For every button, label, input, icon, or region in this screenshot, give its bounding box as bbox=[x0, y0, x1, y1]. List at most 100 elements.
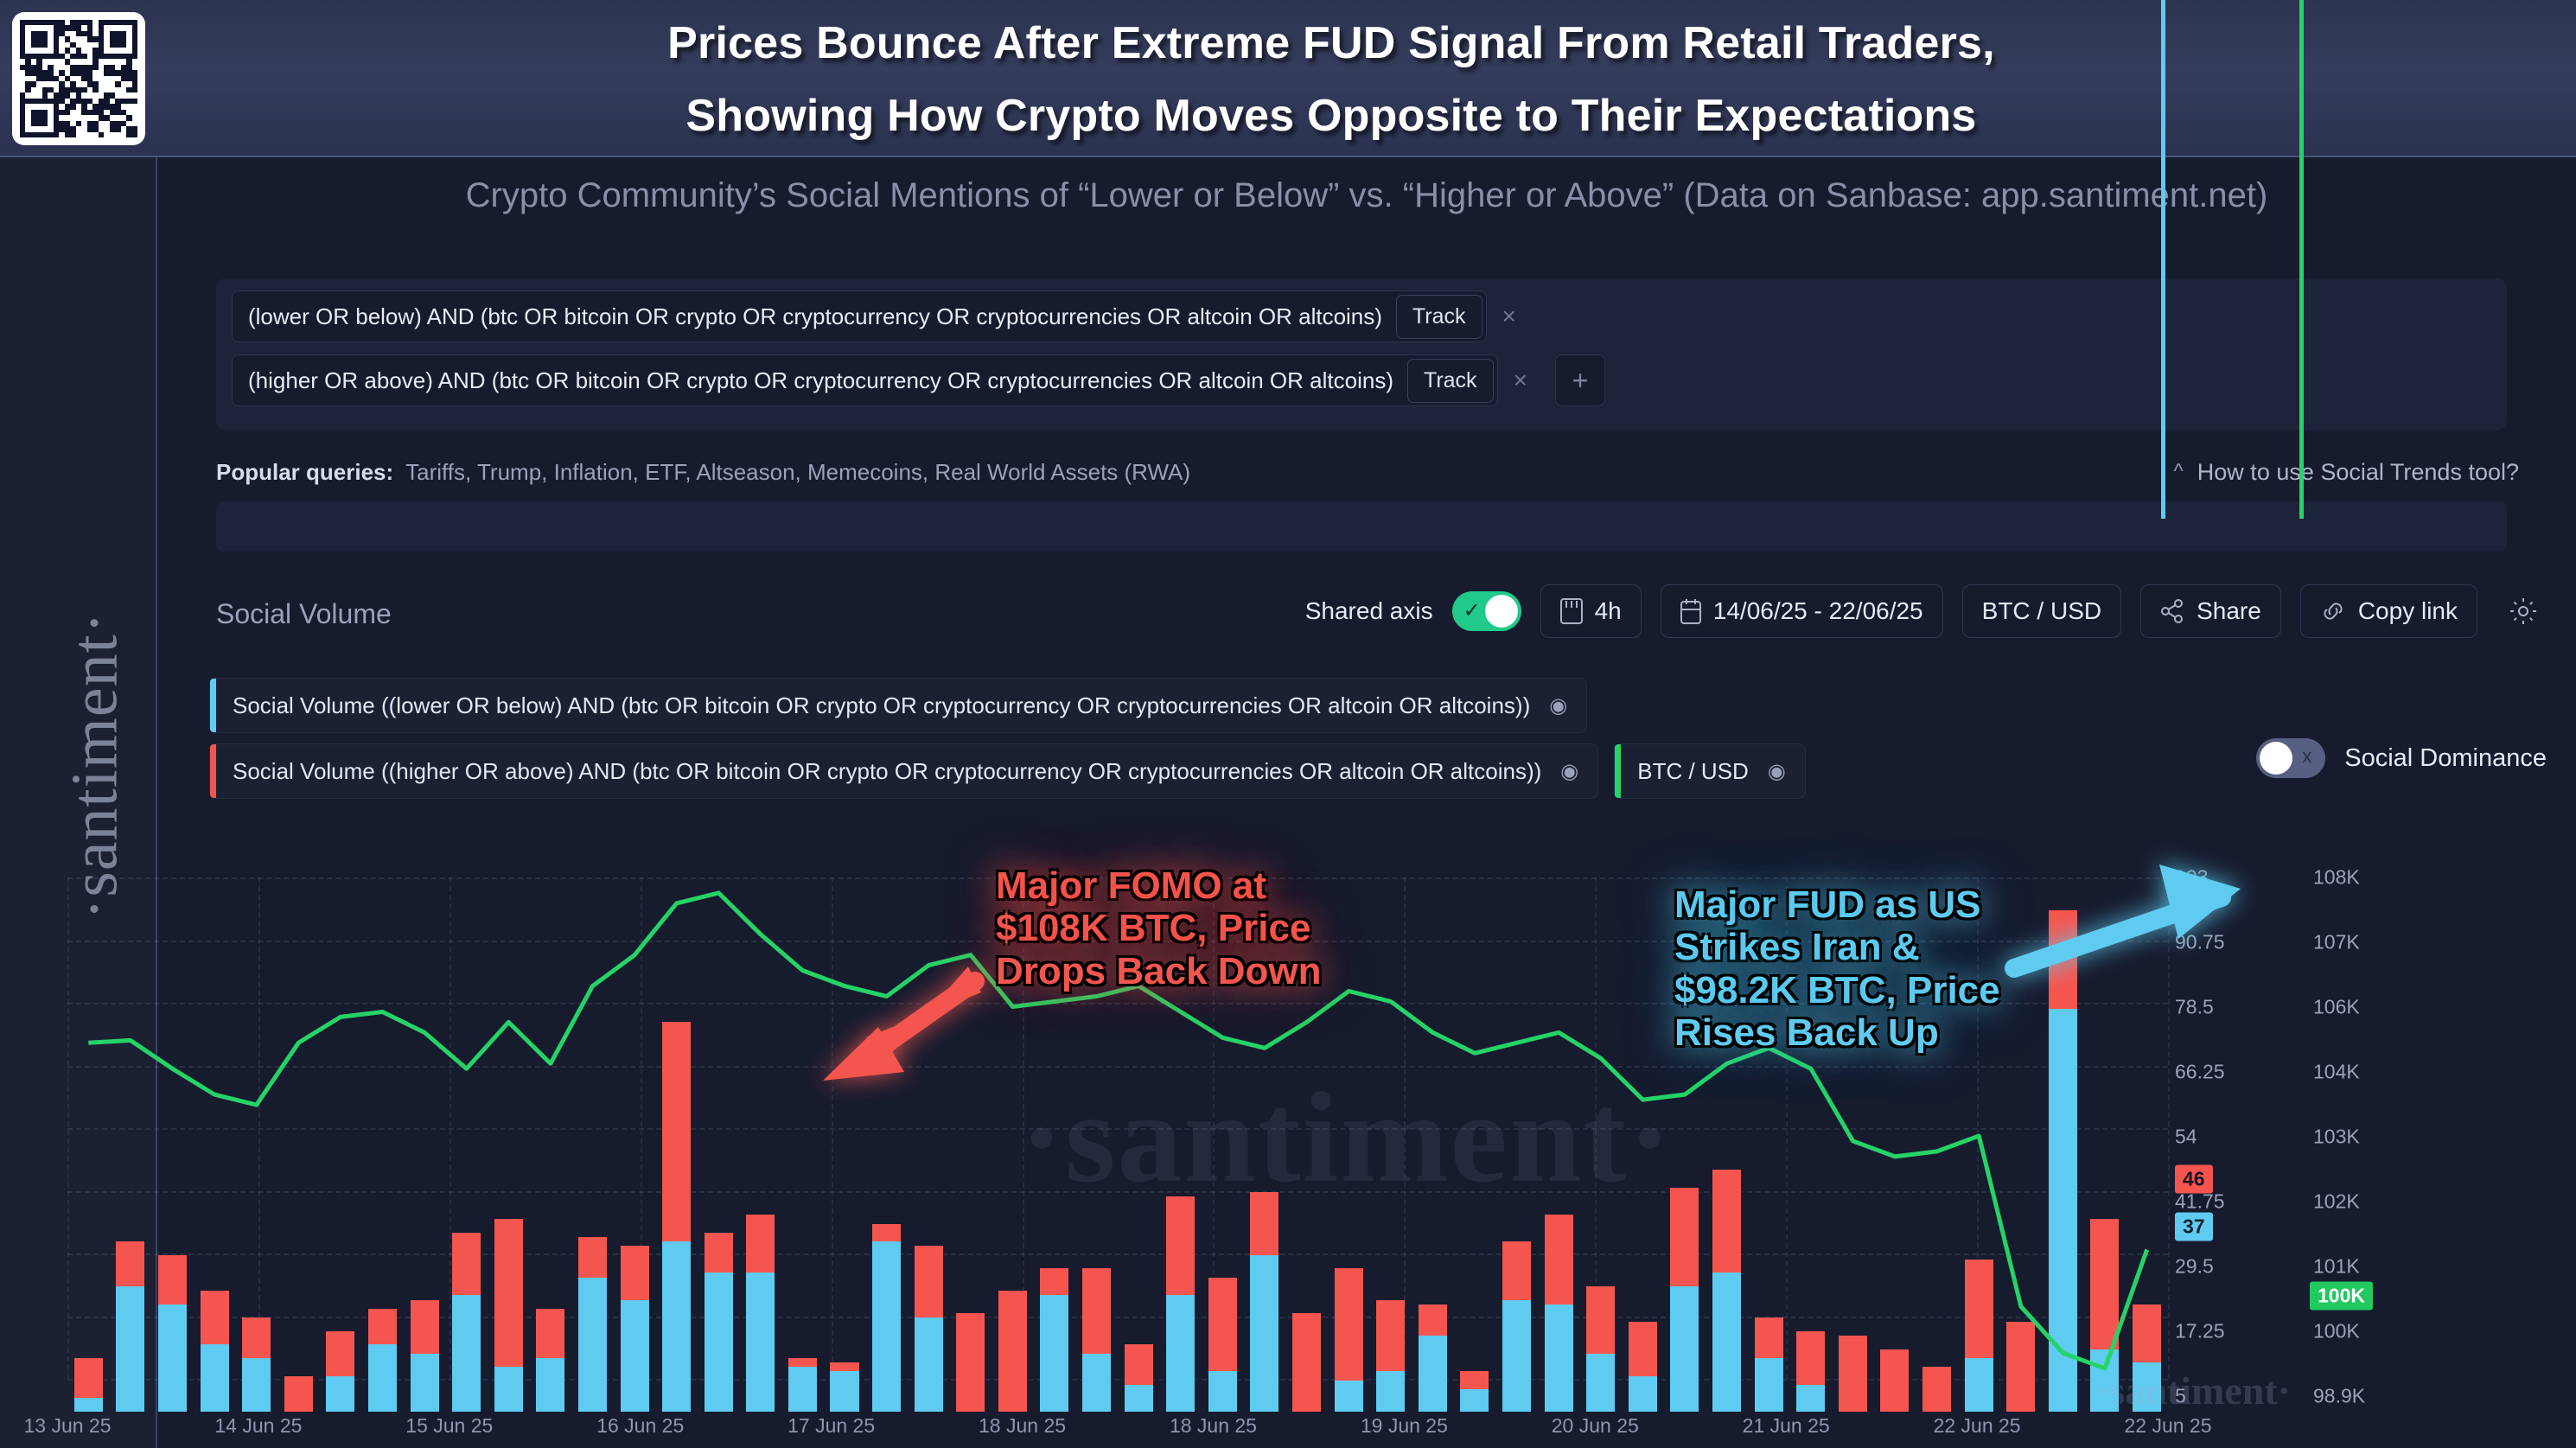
bar-segment-higher bbox=[998, 1291, 1027, 1412]
bar-segment-higher bbox=[1922, 1367, 1951, 1412]
bar-segment-lower bbox=[914, 1317, 943, 1412]
gridline-v bbox=[1404, 877, 1406, 1379]
visibility-eye-icon[interactable]: ◉ bbox=[1549, 693, 1568, 718]
bar-group bbox=[1664, 910, 1706, 1412]
copy-link-label: Copy link bbox=[2357, 597, 2458, 624]
toggle-knob bbox=[2260, 742, 2293, 775]
legend-item-higher[interactable]: Social Volume ((higher OR above) AND (bt… bbox=[209, 743, 1599, 799]
bar-group bbox=[1159, 910, 1202, 1412]
legend-item-price[interactable]: BTC / USD ◉ bbox=[1614, 743, 1806, 799]
chart-plot-area bbox=[67, 877, 2170, 1412]
bar-segment-higher bbox=[1124, 1344, 1153, 1385]
popular-queries-items[interactable]: Tariffs, Trump, Inflation, ETF, Altseaso… bbox=[405, 458, 1191, 485]
track-button-2[interactable]: Track bbox=[1406, 358, 1494, 403]
bar-segment-lower bbox=[1586, 1353, 1616, 1412]
left-axis-tick: 41.75 bbox=[2175, 1190, 2225, 1213]
shared-axis-label: Shared axis bbox=[1304, 597, 1433, 624]
gridline-h bbox=[67, 1316, 2168, 1318]
visibility-eye-icon[interactable]: ◉ bbox=[1767, 759, 1786, 783]
bar-group bbox=[110, 910, 152, 1412]
bar-segment-higher bbox=[1628, 1322, 1657, 1376]
visibility-eye-icon[interactable]: ◉ bbox=[1560, 759, 1579, 783]
legend-row-2: Social Volume ((higher OR above) AND (bt… bbox=[209, 743, 1806, 799]
left-axis-color-bar bbox=[2161, 0, 2165, 519]
gridline-v bbox=[831, 877, 833, 1379]
how-to-link[interactable]: ^ How to use Social Trends tool? bbox=[2174, 453, 2519, 491]
bar-group bbox=[1075, 910, 1118, 1412]
right-axis-color-bar bbox=[2299, 0, 2304, 519]
bar-segment-lower bbox=[577, 1277, 607, 1412]
bar-segment-higher bbox=[1502, 1241, 1531, 1300]
right-axis-tick: 107K bbox=[2313, 930, 2360, 954]
legend-label-lower: Social Volume ((lower OR below) AND (btc… bbox=[233, 692, 1531, 718]
query-card: (lower OR below) AND (btc OR bitcoin OR … bbox=[216, 278, 2507, 431]
left-axis-tick: 78.5 bbox=[2175, 995, 2214, 1018]
remove-query-2-icon[interactable]: × bbox=[1513, 367, 1527, 393]
bar-segment-lower bbox=[1754, 1357, 1783, 1412]
bar-segment-higher bbox=[410, 1299, 439, 1354]
shared-axis-toggle[interactable]: ✓ bbox=[1451, 591, 1521, 631]
copy-link-button[interactable]: Copy link bbox=[2299, 584, 2477, 638]
x-axis-ticks: 13 Jun 25 14 Jun 25 15 Jun 25 16 Jun 25 17 J… bbox=[23, 1414, 2211, 1448]
legend-item-lower[interactable]: Social Volume ((lower OR below) AND (btc… bbox=[209, 678, 1588, 733]
toggle-knob bbox=[1484, 595, 1518, 628]
share-button[interactable]: Share bbox=[2140, 584, 2281, 638]
bar-segment-higher bbox=[704, 1232, 733, 1273]
bar-segment-higher bbox=[116, 1241, 145, 1286]
track-button-1[interactable]: Track bbox=[1395, 294, 1482, 339]
add-query-button[interactable]: + bbox=[1554, 354, 1605, 406]
bar-segment-higher bbox=[1250, 1192, 1279, 1255]
bar-segment-lower bbox=[1040, 1295, 1069, 1412]
gridline-v bbox=[1022, 877, 1024, 1379]
page-subtitle: Crypto Community’s Social Mentions of “L… bbox=[465, 176, 2268, 214]
share-icon bbox=[2160, 599, 2184, 623]
left-axis-tick: 90.75 bbox=[2175, 930, 2225, 954]
left-axis-tick: 5 bbox=[2175, 1384, 2186, 1407]
bar-group bbox=[1706, 910, 1748, 1412]
bar-segment-higher bbox=[1040, 1268, 1069, 1296]
bar-segment-lower bbox=[410, 1353, 439, 1412]
bar-segment-higher bbox=[662, 1022, 692, 1242]
page-title: Prices Bounce After Extreme FUD Signal F… bbox=[667, 18, 1995, 141]
x-axis-label: 15 Jun 25 bbox=[405, 1414, 494, 1437]
bar-segment-higher bbox=[242, 1317, 271, 1358]
bar-segment-higher bbox=[1376, 1299, 1406, 1372]
bar-group bbox=[1832, 910, 1874, 1412]
social-dominance-toggle[interactable]: x bbox=[2256, 738, 2326, 778]
remove-query-1-icon[interactable]: × bbox=[1502, 303, 1516, 329]
legend-label-price: BTC / USD bbox=[1637, 757, 1749, 784]
chart-toolbar: Shared axis ✓ 4h 14/06/25 - 22/06/25 BTC… bbox=[1305, 584, 2550, 638]
asset-selector[interactable]: BTC / USD bbox=[1961, 584, 2122, 638]
query-input-2[interactable]: (higher OR above) AND (btc OR bitcoin OR… bbox=[232, 354, 1498, 406]
settings-gear-icon[interactable] bbox=[2496, 584, 2550, 638]
qr-code-icon[interactable] bbox=[12, 12, 145, 145]
bar-segment-higher bbox=[494, 1219, 523, 1368]
bar-group bbox=[740, 910, 782, 1412]
bar-group bbox=[865, 910, 908, 1412]
bar-group bbox=[2084, 910, 2126, 1412]
query-row-2: (higher OR above) AND (btc OR bitcoin OR… bbox=[232, 354, 1605, 406]
query-row-1: (lower OR below) AND (btc OR bitcoin OR … bbox=[232, 290, 1532, 342]
bar-segment-lower bbox=[452, 1295, 481, 1412]
right-axis-tick: 108K bbox=[2313, 865, 2360, 889]
bar-group bbox=[277, 910, 320, 1412]
bar-group bbox=[908, 910, 950, 1412]
date-range-selector[interactable]: 14/06/25 - 22/06/25 bbox=[1660, 584, 1943, 638]
query-text-2: (higher OR above) AND (btc OR bitcoin OR… bbox=[248, 367, 1393, 393]
bar-segment-lower bbox=[73, 1398, 103, 1412]
bar-group bbox=[1999, 910, 2042, 1412]
bar-group bbox=[1495, 910, 1538, 1412]
bar-segment-lower bbox=[1712, 1273, 1741, 1412]
bar-segment-lower bbox=[1376, 1371, 1406, 1412]
bar-segment-lower bbox=[157, 1304, 187, 1412]
bar-group bbox=[1118, 910, 1160, 1412]
left-axis-ticks: 103 90.75 78.5 66.25 54 41.75 29.5 17.25 5 46 37 bbox=[2175, 866, 2279, 1407]
bar-segment-higher bbox=[830, 1362, 859, 1372]
query-input-1[interactable]: (lower OR below) AND (btc OR bitcoin OR … bbox=[232, 290, 1487, 342]
bar-segment-higher bbox=[536, 1308, 565, 1358]
interval-selector[interactable]: 4h bbox=[1540, 584, 1642, 638]
bar-segment-lower bbox=[1670, 1286, 1699, 1412]
bar-group bbox=[571, 910, 614, 1412]
bar-group bbox=[1874, 910, 1916, 1412]
bar-group bbox=[1454, 910, 1496, 1412]
